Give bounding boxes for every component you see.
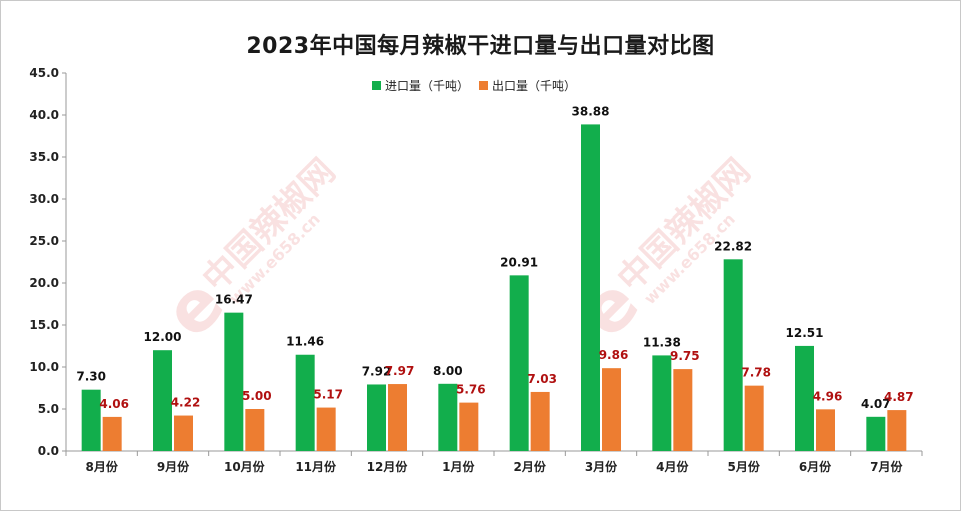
bar-import <box>866 416 886 451</box>
x-tick-label: 9月份 <box>157 459 190 474</box>
bar-import <box>224 312 244 451</box>
legend-swatch-export <box>479 81 489 90</box>
chart-title: 2023年中国每月辣椒干进口量与出口量对比图 <box>246 34 715 59</box>
x-tick-label: 4月份 <box>656 459 689 474</box>
bar-export <box>530 391 550 451</box>
bar-import <box>509 275 529 451</box>
x-tick-label: 6月份 <box>799 459 832 474</box>
y-tick-label: 5.0 <box>38 402 59 416</box>
x-tick-label: 8月份 <box>85 459 118 474</box>
y-tick-label: 30.0 <box>29 192 59 206</box>
data-label-import: 16.47 <box>215 293 253 307</box>
x-tick-label: 11月份 <box>295 459 337 474</box>
x-tick-label: 5月份 <box>727 459 760 474</box>
data-label-import: 8.00 <box>433 364 463 378</box>
bars <box>81 124 907 452</box>
bar-export <box>174 415 193 451</box>
legend-swatch-import <box>372 81 381 90</box>
axes: 0.0 5.0 10.0 15.0 20.0 25.0 30.0 35.0 40.0 45.0 8月… <box>29 66 923 474</box>
bar-export <box>887 410 907 451</box>
bar-export <box>459 402 479 451</box>
data-label-import: 12.00 <box>144 330 182 344</box>
y-tick-label: 0.0 <box>38 444 59 458</box>
data-label-export: 4.06 <box>99 397 129 411</box>
bar-export <box>816 409 835 451</box>
data-label-import: 4.07 <box>861 397 891 411</box>
bar-export <box>245 409 265 451</box>
legend-label-export: 出口量（千吨） <box>492 79 577 93</box>
bar-import <box>295 354 315 451</box>
data-label-export: 4.87 <box>884 390 914 404</box>
y-tick-label: 35.0 <box>29 150 59 164</box>
bar-export <box>602 368 621 451</box>
data-label-export: 5.17 <box>313 388 343 402</box>
y-tick-label: 25.0 <box>29 234 59 248</box>
legend-item-import: 进口量（千吨） <box>372 77 469 94</box>
data-label-export: 4.22 <box>171 396 201 410</box>
bar-import <box>652 355 672 451</box>
data-label-import: 7.30 <box>76 370 106 384</box>
y-tick-label: 10.0 <box>29 360 59 374</box>
bar-import <box>153 350 172 451</box>
data-label-export: 7.78 <box>741 366 771 380</box>
data-label-import: 22.82 <box>714 239 752 253</box>
x-tick-label: 1月份 <box>442 459 475 474</box>
x-tick-label: 2月份 <box>513 459 546 474</box>
data-label-export: 4.96 <box>813 389 843 403</box>
x-tick-label: 10月份 <box>224 459 266 474</box>
x-tick-label: 3月份 <box>585 459 618 474</box>
legend-label-import: 进口量（千吨） <box>385 79 470 93</box>
data-label-import: 38.88 <box>572 104 610 118</box>
y-tick-label: 20.0 <box>29 276 59 290</box>
data-label-export: 5.76 <box>456 383 486 397</box>
data-label-export: 9.75 <box>670 349 700 363</box>
bar-import <box>723 259 743 451</box>
bar-export <box>744 385 764 451</box>
data-label-import: 20.91 <box>500 255 538 269</box>
bar-import <box>795 345 814 451</box>
data-label-import: 11.38 <box>643 335 681 349</box>
y-tick-label: 15.0 <box>29 318 59 332</box>
data-label-export: 7.97 <box>385 364 415 378</box>
y-tick-label: 45.0 <box>29 66 59 80</box>
bar-import <box>438 383 458 451</box>
bar-import <box>367 384 386 451</box>
data-label-import: 12.51 <box>786 326 824 340</box>
bar-export <box>102 416 122 451</box>
data-label-export: 5.00 <box>242 389 272 403</box>
legend-item-export: 出口量（千吨） <box>479 77 576 94</box>
data-label-import: 11.46 <box>286 335 324 349</box>
bar-export <box>673 369 693 451</box>
data-label-export: 9.86 <box>599 348 629 362</box>
data-labels: 7.304.0612.004.2216.475.0011.465.177.927… <box>76 104 913 410</box>
chart-legend: 进口量（千吨） 出口量（千吨） <box>372 77 576 94</box>
bar-import <box>81 389 101 451</box>
bar-import <box>581 124 600 452</box>
bar-export <box>316 407 336 451</box>
bar-export <box>388 384 407 451</box>
x-tick-label: 12月份 <box>367 459 409 474</box>
data-label-import: 7.92 <box>362 364 392 378</box>
x-tick-label: 7月份 <box>870 459 903 474</box>
data-label-export: 7.03 <box>527 372 557 386</box>
y-tick-label: 40.0 <box>29 108 59 122</box>
